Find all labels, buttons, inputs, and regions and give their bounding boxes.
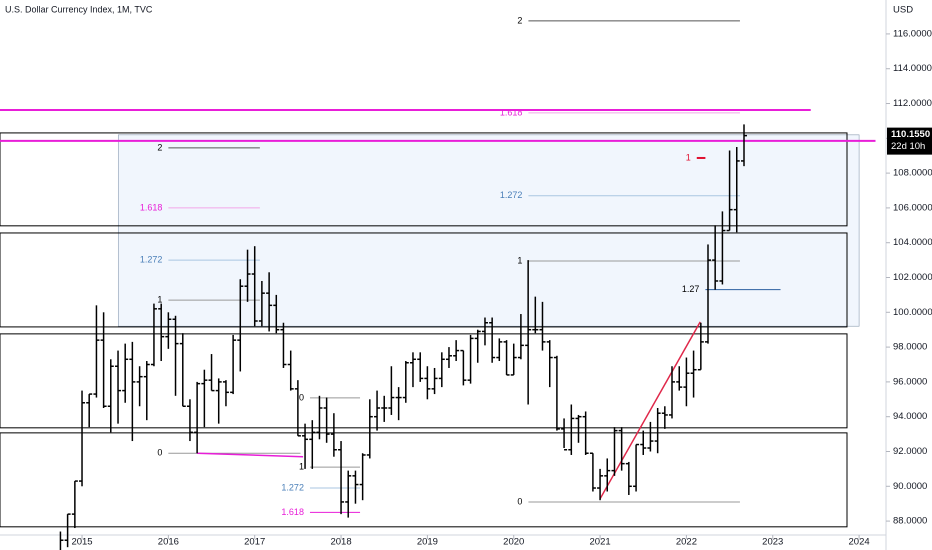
last-price-box bbox=[887, 127, 932, 155]
y-tick-label: 90.0000 bbox=[893, 481, 927, 492]
y-axis-label: USD bbox=[893, 5, 913, 16]
fib-level-label: 0 bbox=[157, 448, 162, 458]
fib-level-label: 1 bbox=[517, 255, 522, 265]
fib-level-label: 0 bbox=[299, 392, 304, 402]
chart-title: U.S. Dollar Currency Index, 1M, TVC bbox=[5, 4, 153, 14]
fib-level-label: 1.272 bbox=[500, 190, 523, 200]
x-tick-label: 2021 bbox=[590, 537, 611, 548]
fib-level-label: 0 bbox=[517, 496, 522, 506]
zone-box bbox=[0, 232, 848, 328]
fib-level-label: 1 bbox=[299, 462, 304, 472]
zone-box bbox=[0, 132, 848, 227]
fib-level-label: 1.618 bbox=[281, 507, 304, 517]
y-tick-label: 106.0000 bbox=[893, 202, 932, 213]
fib-level-label: 2 bbox=[517, 15, 522, 25]
fib-level-label: 1 bbox=[686, 152, 691, 162]
y-tick-label: 96.0000 bbox=[893, 376, 927, 387]
x-tick-label: 2023 bbox=[762, 537, 783, 548]
y-tick-label: 108.0000 bbox=[893, 168, 932, 179]
y-tick-label: 92.0000 bbox=[893, 446, 927, 457]
x-tick-label: 2020 bbox=[503, 537, 524, 548]
x-tick-label: 2017 bbox=[244, 537, 265, 548]
y-tick-label: 98.0000 bbox=[893, 342, 927, 353]
fib-level-label: 1.272 bbox=[281, 482, 304, 492]
fib-level-label: 1.618 bbox=[500, 107, 523, 117]
x-tick-label: 2015 bbox=[71, 537, 92, 548]
fib-level-label: 2 bbox=[157, 142, 162, 152]
fib-level-label: 1.618 bbox=[140, 202, 163, 212]
x-tick-label: 2024 bbox=[849, 537, 870, 548]
last-price-label: 110.1550 bbox=[891, 129, 930, 140]
x-tick-label: 2018 bbox=[330, 537, 351, 548]
x-tick-label: 2019 bbox=[417, 537, 438, 548]
countdown-label: 22d 10h bbox=[891, 141, 925, 152]
y-tick-label: 100.0000 bbox=[893, 307, 932, 318]
x-tick-label: 2016 bbox=[158, 537, 179, 548]
y-tick-label: 102.0000 bbox=[893, 272, 932, 283]
fib-level-label: 1 bbox=[157, 294, 162, 304]
y-tick-label: 88.0000 bbox=[893, 516, 927, 527]
fib-level-label: 1.272 bbox=[140, 254, 163, 264]
x-tick-label: 2022 bbox=[676, 537, 697, 548]
fib-level-label: 1.27 bbox=[682, 284, 700, 294]
trend-line bbox=[599, 321, 701, 500]
y-tick-label: 114.0000 bbox=[893, 63, 932, 74]
y-tick-label: 112.0000 bbox=[893, 98, 932, 109]
highlight-zone bbox=[117, 134, 860, 327]
y-tick-label: 94.0000 bbox=[893, 411, 927, 422]
zone-box bbox=[0, 333, 848, 429]
trend-line bbox=[196, 452, 304, 458]
y-tick-label: 104.0000 bbox=[893, 237, 932, 248]
zone-box bbox=[0, 432, 848, 528]
y-tick-label: 116.0000 bbox=[893, 28, 932, 39]
